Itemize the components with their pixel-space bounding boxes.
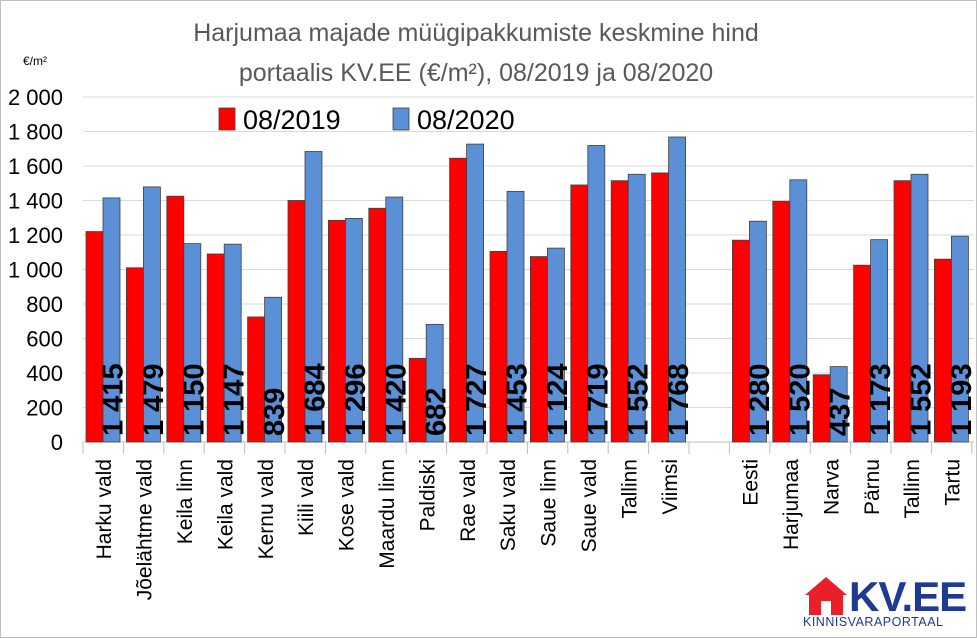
bar-2020 [506, 190, 525, 443]
data-label-2020: 1 150 [178, 363, 210, 436]
category-label: Tartu [942, 459, 965, 506]
chart-subtitle: portaalis KV.EE (€/m²), 08/2019 ja 08/20… [239, 59, 713, 87]
bar-2020 [385, 196, 404, 443]
y-tick-label: 0 [51, 430, 63, 455]
bar-2020 [668, 136, 686, 443]
legend-label-2020: 08/2020 [417, 105, 515, 135]
bar-2020 [829, 366, 848, 443]
data-label-2020: 839 [259, 388, 291, 436]
category-label: Kiili vald [295, 459, 318, 536]
category-label: Harjumaa [780, 459, 803, 550]
bar-2020 [547, 247, 565, 443]
logo-tagline: KINNISVARAPORTAAL [803, 615, 944, 629]
legend-swatch-2020 [392, 107, 410, 131]
legend-label-2019: 08/2019 [243, 105, 341, 135]
data-label-2020: 1 684 [300, 363, 332, 436]
bar-2020 [102, 197, 121, 443]
category-label: Kernu vald [255, 459, 278, 559]
y-tick-label: 1 800 [8, 120, 63, 145]
data-label-2020: 1 727 [461, 363, 493, 436]
category-label: Viimsi [659, 459, 682, 515]
category-label: Eesti [740, 459, 763, 506]
bar-2020 [627, 173, 646, 443]
category-label: Saue vald [578, 459, 601, 552]
y-tick-label: 400 [26, 361, 63, 386]
data-label-2020: 1 173 [865, 363, 897, 436]
y-tick-label: 800 [26, 292, 63, 317]
y-tick-label: 2 000 [8, 85, 63, 110]
data-label-2020: 1 768 [663, 363, 695, 436]
bar-2020 [264, 296, 283, 443]
data-label-2020: 1 147 [219, 363, 251, 436]
category-label: Tallinn [618, 459, 641, 519]
category-label: Saue linn [538, 459, 561, 547]
logo-wordmark: KV.EE [849, 573, 967, 620]
bar-2020 [910, 173, 929, 443]
bar-2020 [142, 186, 161, 443]
data-label-2020: 1 552 [623, 363, 655, 436]
data-label-2020: 1 193 [946, 363, 976, 436]
y-tick-label: 1 600 [8, 154, 63, 179]
data-label-2020: 1 479 [138, 363, 170, 436]
category-label: Keila vald [214, 459, 237, 550]
data-label-2020: 1 420 [380, 363, 412, 436]
bar-2020 [304, 151, 323, 443]
kvee-logo: KV.EE KINNISVARAPORTAAL [801, 575, 971, 631]
legend-swatch-2019 [218, 107, 236, 131]
bar-2020 [466, 143, 485, 443]
y-tick-label: 600 [26, 327, 63, 352]
bar-2020 [183, 243, 202, 443]
bar-2020 [223, 243, 242, 443]
data-label-2020: 1 415 [98, 363, 130, 436]
bar-2020 [951, 235, 969, 443]
bar-2020 [749, 220, 767, 443]
category-label: Harku vald [93, 459, 116, 559]
data-label-2020: 1 719 [582, 363, 614, 436]
bar-2020 [344, 218, 363, 443]
data-label-2020: 1 520 [784, 363, 816, 436]
bar-2020 [789, 179, 808, 443]
category-label: Paldiski [416, 459, 439, 531]
category-label: Saku vald [497, 459, 520, 551]
y-tick-label: 200 [26, 396, 63, 421]
bar-2020 [870, 239, 888, 443]
data-label-2020: 682 [421, 388, 453, 436]
category-label: Pärnu [861, 459, 884, 515]
category-label: Kose vald [336, 459, 359, 551]
category-label: Rae vald [457, 459, 480, 542]
y-tick-label: 1 400 [8, 189, 63, 214]
category-label: Narva [820, 459, 843, 515]
category-label: Maardu linn [376, 459, 399, 569]
chart-title: Harjumaa majade müügipakkumiste keskmine… [193, 19, 759, 47]
data-label-2020: 1 552 [906, 363, 938, 436]
data-label-2020: 1 280 [744, 363, 776, 436]
unit-label: €/m² [23, 54, 47, 68]
house-logo-icon [805, 577, 847, 615]
category-label: Jõelähtme vald [134, 459, 157, 600]
bar-2020 [587, 145, 606, 443]
bar-2020 [425, 323, 444, 443]
data-label-2020: 1 124 [542, 363, 574, 436]
category-label: Tallinn [901, 459, 924, 519]
data-label-2020: 437 [825, 388, 857, 436]
data-label-2020: 1 453 [502, 363, 534, 436]
y-tick-label: 1 200 [8, 223, 63, 248]
data-label-2020: 1 296 [340, 363, 372, 436]
y-tick-label: 1 000 [8, 258, 63, 283]
category-label: Keila linn [174, 459, 197, 544]
